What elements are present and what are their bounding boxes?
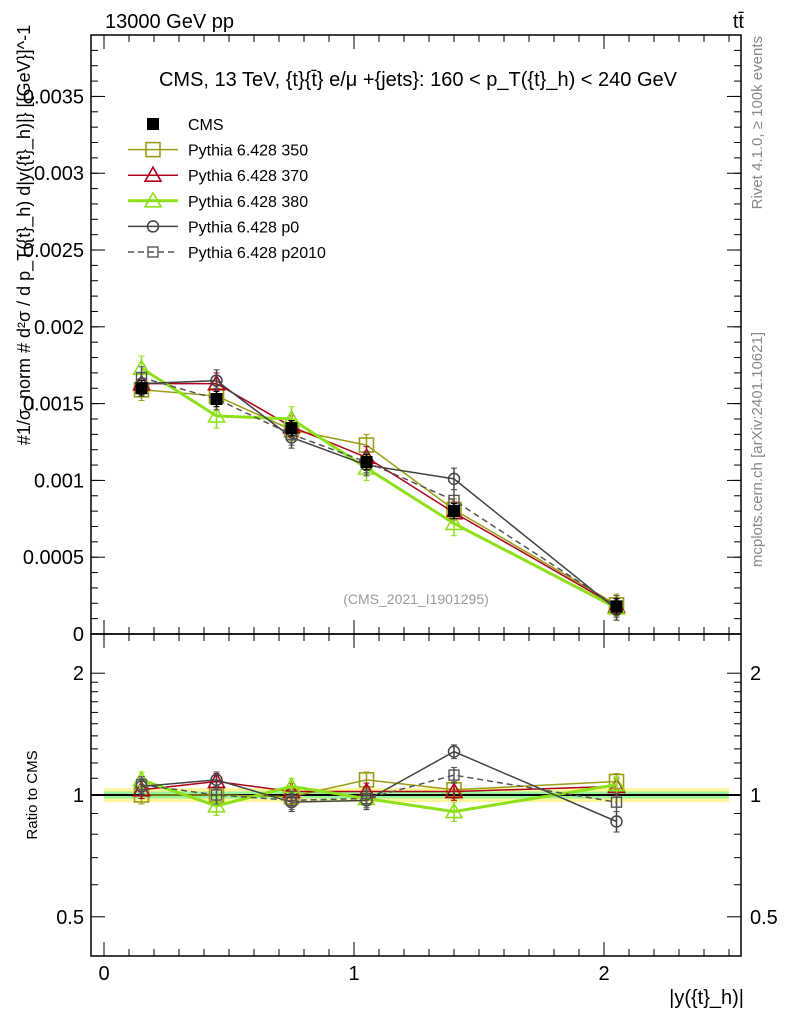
legend-marker — [145, 141, 161, 158]
y-axis-label: #1/σ_norm # d²σ / d p_T({t}_h) d|y({t}_h… — [14, 25, 35, 445]
ratio-y-tick-label-right: 0.5 — [750, 907, 778, 929]
ratio-point — [610, 815, 623, 828]
ratio-point — [207, 796, 226, 813]
header-right: tt̄ — [733, 11, 745, 33]
data-point — [447, 472, 461, 486]
ratio-point — [448, 769, 460, 781]
data-point — [444, 513, 464, 531]
legend-label: Pythia 6.428 p0 — [188, 219, 299, 236]
y-tick-label: 0.0005 — [23, 547, 84, 569]
data-point — [210, 393, 223, 406]
rivet-label: Rivet 4.1.0, ≥ 100k events — [749, 36, 766, 209]
legend-marker — [147, 246, 159, 258]
series-line — [141, 382, 617, 608]
data-point — [448, 505, 460, 518]
y-tick-label: 0.002 — [34, 317, 84, 339]
y-tick-label: 0.003 — [34, 163, 84, 185]
legend-label: CMS — [188, 117, 224, 134]
ratio-point — [444, 781, 464, 799]
data-point — [610, 600, 623, 613]
y-tick-label: 0.0015 — [23, 394, 84, 416]
ratio-point — [135, 779, 148, 791]
series-line — [140, 367, 618, 610]
mcplots-label: mcplots.cern.ch [arXiv:2401.10621] — [749, 332, 766, 567]
ratio-point — [610, 796, 623, 808]
legend-marker — [143, 191, 163, 208]
legend-marker — [146, 220, 160, 233]
plot-title: CMS, 13 TeV, {t}{t̄} e/μ +{jets}: 160 < … — [159, 69, 678, 91]
ratio-y-tick-label: 0.5 — [56, 907, 84, 929]
ratio-point — [447, 745, 461, 758]
legend-marker — [143, 165, 163, 182]
ratio-line — [141, 774, 617, 803]
y-tick-label: 0.0025 — [23, 240, 84, 262]
legend-marker — [147, 118, 159, 130]
analysis-watermark: (CMS_2021_I1901295) — [343, 591, 489, 607]
data-point — [210, 374, 223, 387]
data-point — [360, 455, 373, 468]
ratio-y-tick-label-right: 2 — [750, 663, 761, 685]
data-point — [135, 382, 148, 395]
x-axis-label: |y({t}_h)| — [669, 987, 744, 1009]
ratio-line — [141, 779, 617, 798]
x-tick-label: 0 — [98, 963, 109, 985]
series-line — [141, 376, 617, 607]
x-tick-label: 1 — [348, 963, 359, 985]
ratio-point — [132, 780, 151, 797]
x-tick-label: 2 — [598, 963, 609, 985]
y-tick-label: 0.001 — [34, 470, 84, 492]
ratio-point — [210, 773, 223, 787]
data-point — [285, 422, 298, 435]
ratio-line — [141, 750, 617, 823]
legend-label: Pythia 6.428 p2010 — [188, 245, 326, 262]
ratio-point — [607, 775, 626, 792]
ratio-line — [141, 778, 617, 814]
ratio-point — [285, 794, 298, 807]
ratio-y-tick-label: 1 — [73, 785, 84, 807]
legend-label: Pythia 6.428 380 — [188, 194, 308, 211]
data-point — [207, 406, 226, 423]
header-left: 13000 GeV pp — [105, 11, 234, 33]
ratio-point — [444, 801, 464, 819]
ratio-y-label: Ratio to CMS — [24, 750, 41, 839]
ratio-y-tick-label-right: 1 — [750, 785, 761, 807]
ratio-y-tick-label: 2 — [73, 663, 84, 685]
ratio-point — [210, 789, 223, 801]
legend-label: Pythia 6.428 370 — [188, 168, 308, 185]
y-tick-label: 0 — [73, 624, 84, 646]
series-line — [141, 379, 617, 611]
ratio-point — [360, 792, 373, 805]
legend-label: Pythia 6.428 350 — [188, 143, 308, 160]
y-tick-label: 0.0035 — [23, 86, 84, 108]
